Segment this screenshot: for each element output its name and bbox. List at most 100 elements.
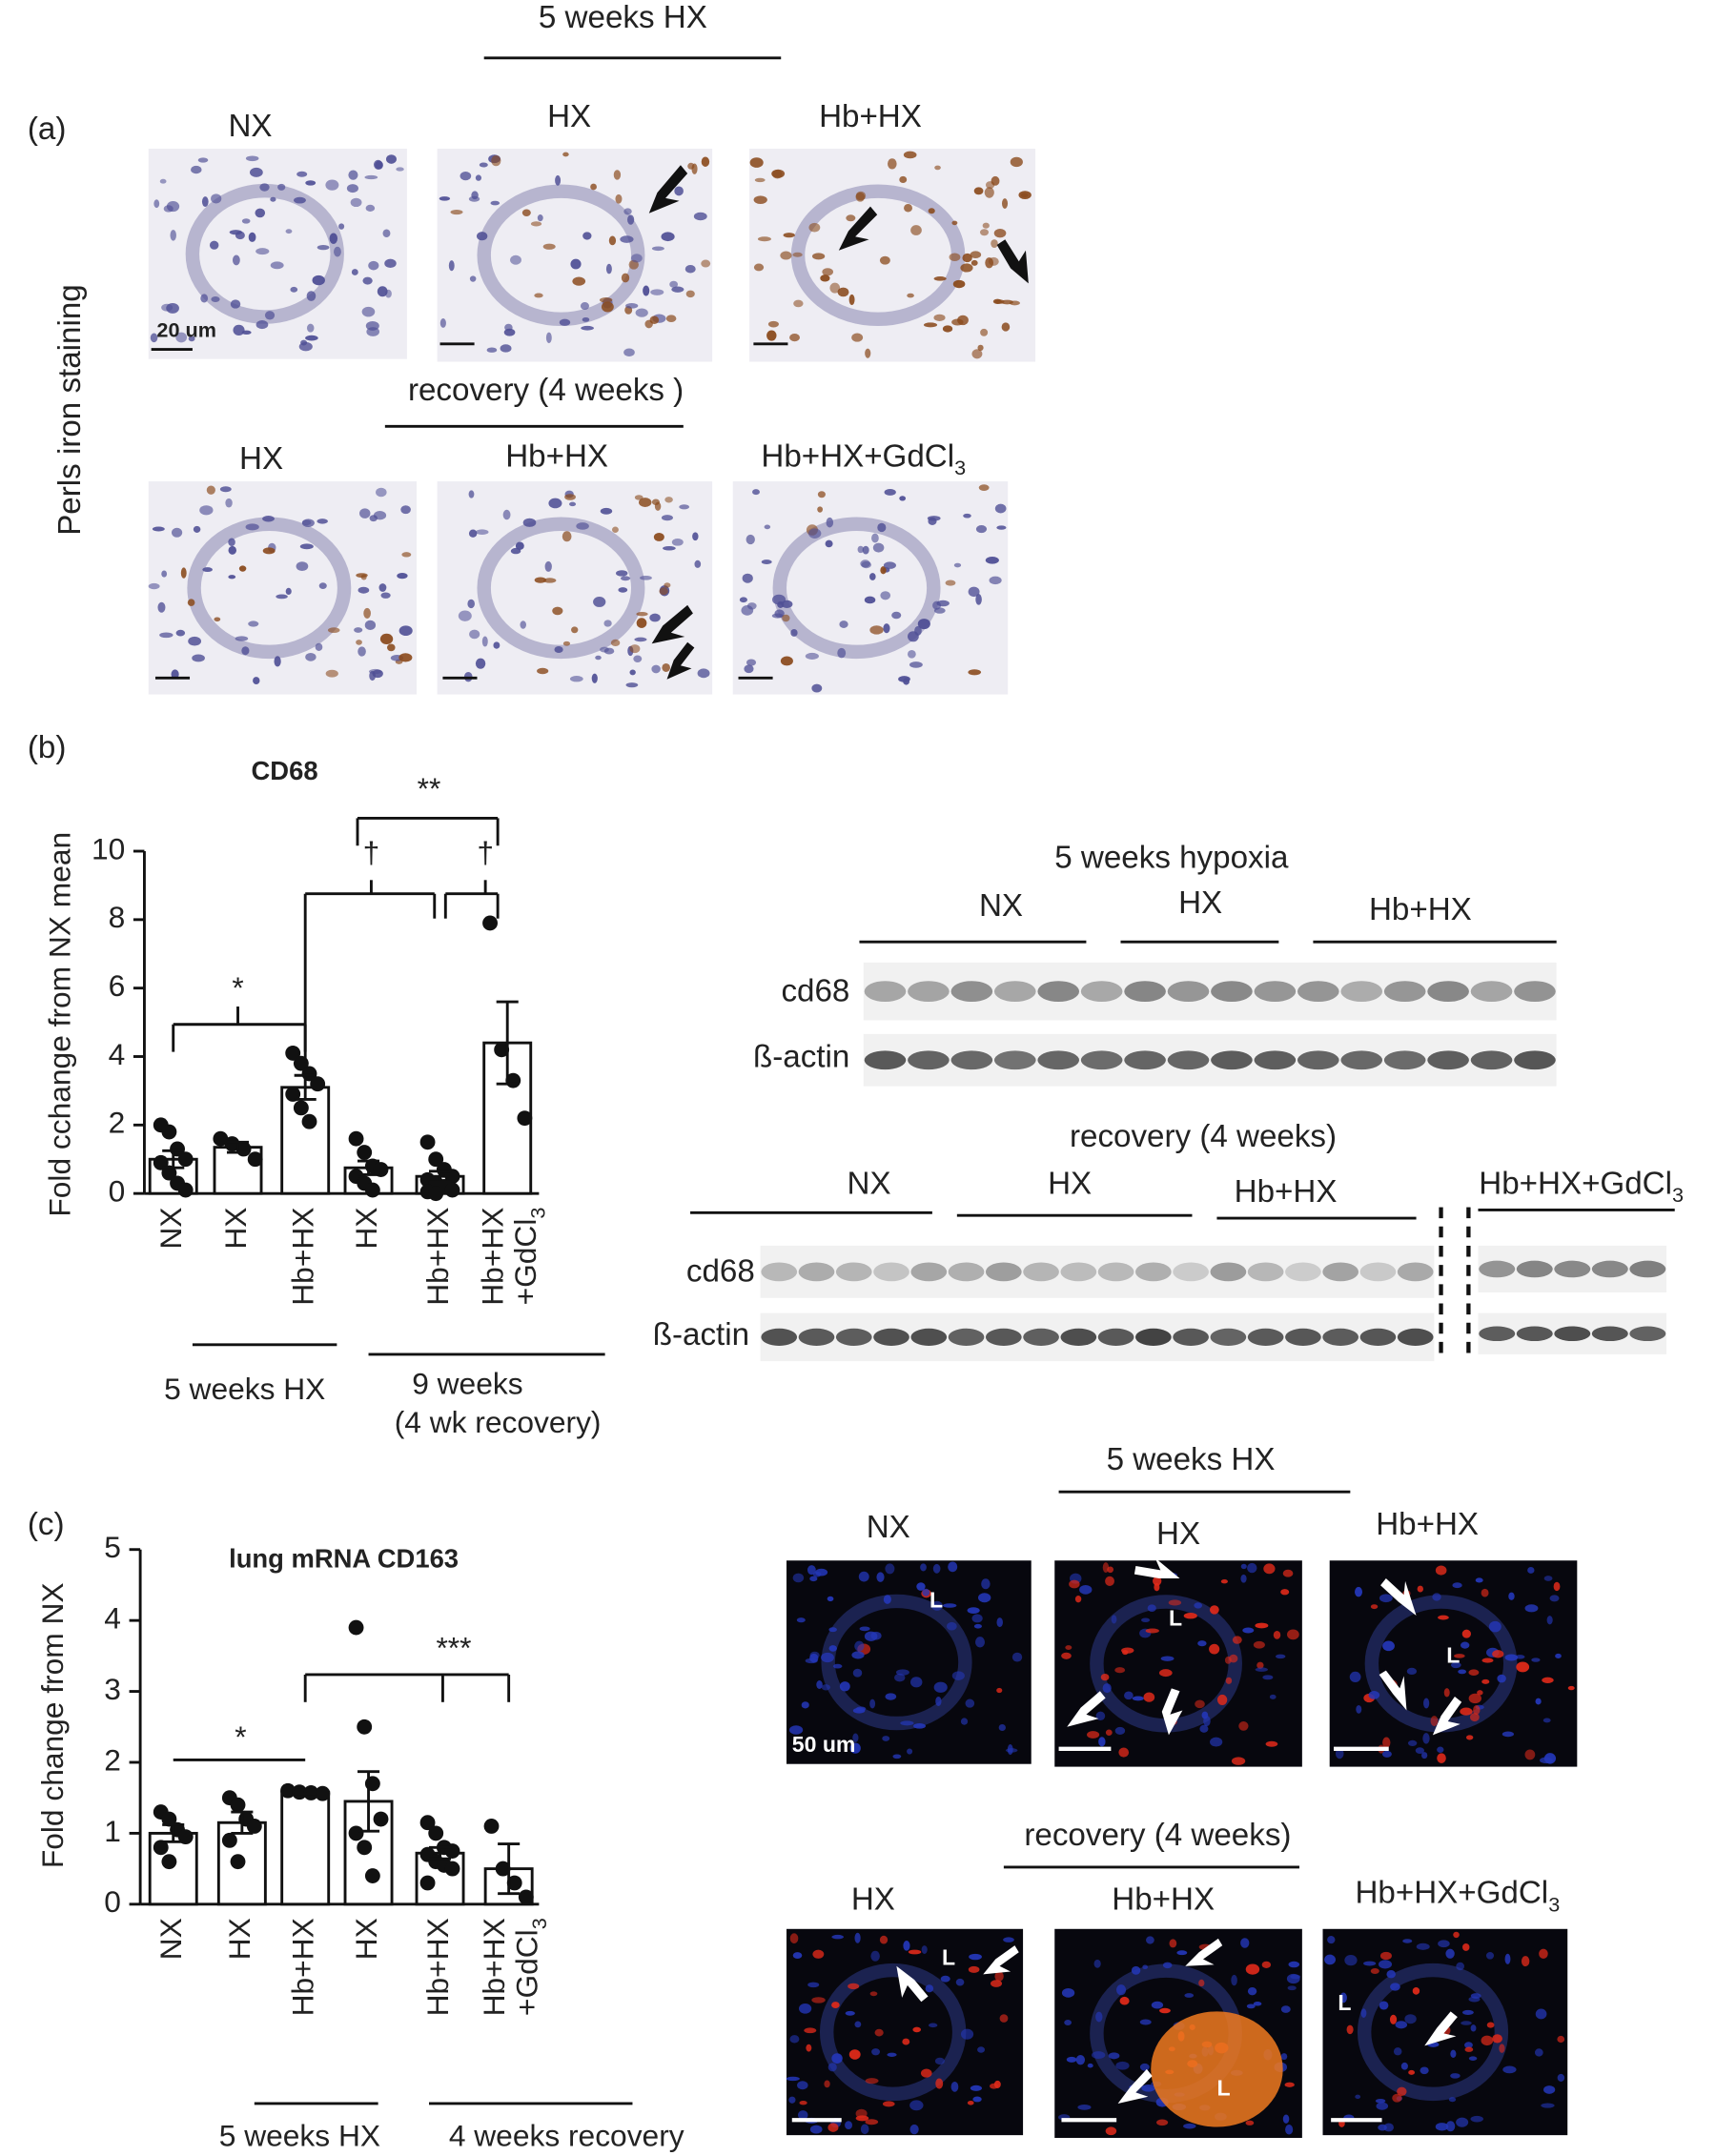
blot-band (1340, 981, 1383, 1003)
cell-nucleus (192, 654, 205, 662)
cell-nucleus (175, 332, 188, 343)
cell-nucleus (877, 522, 887, 533)
blot-band (1427, 981, 1469, 1003)
cell-nucleus (1220, 1579, 1228, 1584)
cell-nucleus (894, 1673, 906, 1682)
cell-nucleus (1105, 2126, 1117, 2136)
data-point (247, 1151, 263, 1168)
cell-nucleus (1011, 1652, 1023, 1662)
cell-nucleus (238, 565, 247, 572)
cell-nucleus (1139, 2063, 1150, 2071)
y-axis-label: Fold cchange from NX mean (42, 832, 76, 1217)
cell-nucleus (940, 1975, 950, 1983)
cell-nucleus (569, 676, 583, 682)
cell-nucleus (848, 294, 855, 306)
cell-nucleus (1355, 1586, 1363, 1597)
vessel-wall (772, 517, 941, 660)
cell-nucleus (1524, 1749, 1536, 1760)
cell-nucleus (306, 323, 315, 333)
cell-nucleus (199, 505, 214, 516)
cell-nucleus (262, 516, 275, 522)
cell-nucleus (806, 2044, 812, 2052)
cell-nucleus (378, 583, 387, 592)
cell-nucleus (1116, 1984, 1127, 1996)
cell-nucleus (396, 167, 404, 172)
image-label: Hb+HX (1112, 1882, 1215, 1918)
cell-nucleus (1061, 1987, 1075, 1998)
cell-nucleus (1184, 1993, 1195, 1998)
cell-nucleus (664, 582, 671, 588)
blot-band (873, 1262, 909, 1282)
cell-nucleus (241, 218, 251, 224)
cell-nucleus (264, 311, 276, 320)
cell-nucleus (400, 505, 411, 515)
data-point (428, 1825, 444, 1841)
cell-nucleus (502, 509, 511, 520)
cell-nucleus (448, 260, 455, 272)
cell-nucleus (245, 155, 259, 162)
cell-nucleus (797, 2081, 808, 2090)
vessel-wall (1357, 1963, 1509, 2102)
cell-nucleus (933, 314, 946, 321)
cell-nucleus (1003, 1937, 1014, 1942)
cell-nucleus (874, 2028, 884, 2037)
cell-nucleus (1273, 1631, 1281, 1639)
micrograph (786, 1928, 1024, 2136)
blot-band (1554, 1260, 1591, 1278)
micrograph (148, 149, 407, 359)
cell-nucleus (1450, 2073, 1461, 2079)
cell-nucleus (977, 344, 984, 351)
cell-nucleus (1346, 2024, 1354, 2035)
cell-nucleus (859, 1626, 870, 1632)
cell-nucleus (1389, 2014, 1398, 2024)
band-label: cd68 (781, 973, 849, 1008)
arrow (1380, 1578, 1417, 1616)
cell-nucleus (1464, 2046, 1474, 2052)
cell-nucleus (807, 1982, 820, 1988)
cell-nucleus (1400, 2062, 1408, 2070)
cell-nucleus (312, 275, 325, 286)
cell-nucleus (1382, 1737, 1391, 1748)
cell-nucleus (1284, 2082, 1295, 2087)
blot-band (1359, 1262, 1397, 1282)
cell-nucleus (1335, 1748, 1344, 1759)
cell-nucleus (346, 184, 358, 193)
cell-nucleus (1450, 1661, 1461, 1669)
cell-nucleus (636, 611, 648, 617)
y-tick-label: 1 (104, 1814, 121, 1848)
cell-nucleus (376, 487, 387, 498)
cell-nucleus (1253, 2002, 1262, 2006)
vessel-wall (187, 517, 352, 660)
cell-nucleus (211, 193, 222, 204)
cell-nucleus (259, 183, 270, 192)
cell-nucleus (963, 513, 971, 519)
cell-nucleus (917, 619, 930, 630)
cell-nucleus (1527, 1566, 1535, 1574)
cell-nucleus (882, 1736, 890, 1741)
cell-nucleus (1162, 1962, 1173, 1969)
cell-nucleus (1438, 1615, 1449, 1620)
cell-nucleus (387, 643, 396, 652)
cell-nucleus (928, 208, 935, 214)
y-axis-label: Fold change from NX (35, 1582, 70, 1868)
cell-nucleus (1066, 2056, 1077, 2063)
cell-nucleus (1437, 1753, 1446, 1763)
cell-nucleus (305, 652, 317, 661)
cell-nucleus (1499, 2044, 1505, 2053)
cell-nucleus (910, 225, 922, 235)
cell-nucleus (1567, 1685, 1575, 1691)
cell-nucleus (327, 627, 340, 634)
blot-band (908, 1050, 950, 1070)
cell-nucleus (746, 534, 755, 545)
cell-nucleus (994, 503, 1007, 514)
cell-nucleus (1555, 1653, 1562, 1658)
cell-nucleus (994, 299, 1005, 304)
cell-nucleus (1111, 1615, 1117, 1624)
cell-nucleus (1256, 1661, 1264, 1669)
blot-band (1397, 1328, 1434, 1346)
cell-nucleus (338, 223, 345, 230)
cell-nucleus (166, 302, 179, 314)
cell-nucleus (828, 1645, 837, 1652)
blot-band (1210, 1328, 1247, 1346)
cell-nucleus (358, 646, 366, 657)
